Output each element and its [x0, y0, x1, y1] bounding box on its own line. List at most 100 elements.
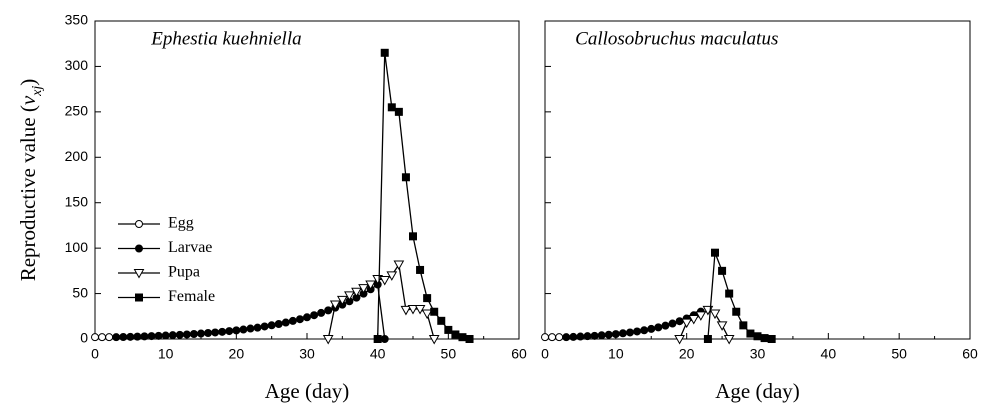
marker — [380, 48, 389, 57]
marker — [401, 173, 410, 182]
marker — [154, 331, 163, 340]
marker — [260, 322, 269, 331]
marker — [576, 332, 585, 341]
marker — [175, 330, 184, 339]
x-tick-label: 30 — [299, 346, 315, 362]
marker — [611, 330, 620, 339]
marker — [681, 318, 693, 329]
marker — [709, 309, 721, 320]
x-tick-label: 40 — [821, 346, 837, 362]
y-tick-label: 100 — [65, 239, 89, 255]
marker — [387, 103, 396, 112]
marker — [288, 316, 297, 325]
marker — [351, 287, 362, 298]
marker — [590, 331, 599, 340]
marker — [437, 316, 446, 325]
x-tick-label: 50 — [441, 346, 457, 362]
marker — [753, 332, 762, 341]
marker — [654, 323, 663, 332]
x-tick-label: 60 — [511, 346, 527, 362]
marker — [723, 335, 735, 345]
marker — [430, 307, 439, 316]
marker — [126, 332, 135, 341]
marker — [416, 265, 425, 274]
x-tick-label: 10 — [608, 346, 624, 362]
y-tick-label: 250 — [65, 103, 89, 119]
marker — [618, 329, 627, 338]
y-tick-label: 300 — [65, 57, 89, 73]
marker — [317, 308, 326, 317]
marker — [246, 324, 255, 333]
marker — [548, 333, 557, 342]
marker — [732, 307, 741, 316]
marker — [365, 280, 376, 291]
plot-frame — [94, 20, 520, 340]
marker — [239, 325, 248, 334]
marker — [91, 333, 99, 342]
marker — [597, 331, 606, 340]
y-label-text: Reproductive value ( — [16, 105, 40, 281]
marker — [386, 271, 398, 281]
marker — [541, 333, 549, 342]
marker — [281, 318, 290, 327]
marker — [253, 323, 262, 332]
marker — [322, 335, 334, 345]
marker — [267, 321, 276, 330]
marker — [119, 333, 128, 342]
legend-marker — [133, 269, 145, 279]
marker — [562, 333, 571, 342]
marker — [147, 332, 156, 341]
marker — [98, 333, 107, 342]
y-label-sub: xj — [30, 86, 45, 97]
marker — [421, 309, 433, 320]
x-axis-label: Age (day) — [715, 379, 800, 403]
marker — [204, 329, 213, 338]
marker — [274, 320, 283, 329]
legend-marker — [135, 220, 143, 228]
y-axis-label: Reproductive value (vxj) — [16, 79, 45, 282]
x-tick-label: 20 — [679, 346, 695, 362]
legend-marker — [135, 293, 143, 302]
marker — [303, 313, 311, 322]
marker — [112, 333, 121, 342]
marker — [716, 321, 728, 331]
x-tick-label: 50 — [891, 346, 907, 362]
legend-marker — [135, 244, 143, 253]
marker — [688, 315, 700, 325]
legend-label: Egg — [168, 215, 194, 232]
marker — [218, 327, 227, 336]
x-tick-label: 0 — [91, 346, 99, 362]
x-tick-label: 0 — [541, 346, 549, 362]
y-label-end: ) — [16, 79, 40, 86]
marker — [767, 335, 776, 343]
marker — [358, 284, 369, 294]
x-tick-label: 60 — [962, 346, 978, 362]
marker — [211, 328, 220, 337]
marker — [725, 289, 734, 298]
x-tick-label: 40 — [370, 346, 386, 362]
marker — [336, 295, 348, 306]
marker — [661, 321, 670, 330]
legend-label: Female — [168, 288, 215, 305]
marker — [133, 332, 142, 341]
plot-frame — [544, 20, 971, 340]
marker — [168, 331, 177, 340]
marker — [140, 332, 149, 341]
x-axis-label: Age (day) — [265, 379, 350, 403]
marker — [458, 333, 467, 342]
chart-title: Ephestia kuehniella — [150, 28, 301, 49]
x-tick-label: 10 — [158, 346, 174, 362]
marker — [640, 326, 649, 335]
marker — [718, 266, 727, 275]
marker — [668, 319, 677, 328]
x-tick-label: 20 — [229, 346, 245, 362]
marker — [400, 305, 412, 316]
y-tick-label: 150 — [65, 193, 89, 209]
marker — [329, 300, 341, 310]
y-label-var: v — [16, 95, 40, 105]
marker — [583, 332, 592, 341]
marker — [423, 294, 432, 303]
marker — [372, 275, 384, 285]
marker — [451, 330, 460, 339]
